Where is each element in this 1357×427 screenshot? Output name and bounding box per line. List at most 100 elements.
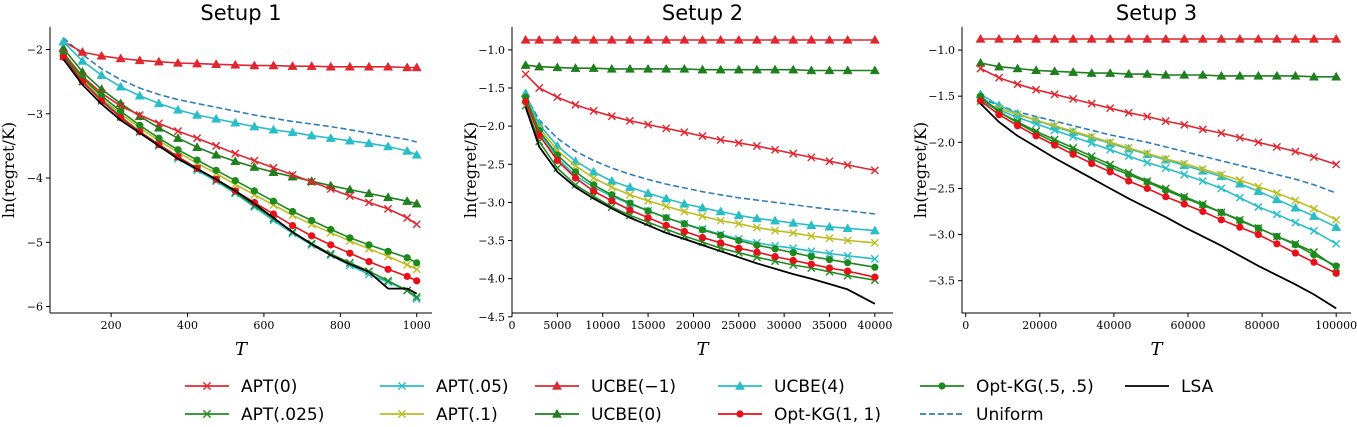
- data-point: [230, 59, 241, 69]
- data-point: [1331, 222, 1342, 231]
- data-point: [680, 128, 689, 137]
- data-point: [1162, 193, 1170, 201]
- data-point: [1013, 122, 1022, 130]
- legend-label: Uniform: [976, 405, 1044, 425]
- data-point: [1217, 129, 1226, 138]
- data-point: [534, 61, 545, 71]
- data-point: [1253, 33, 1264, 43]
- data-point: [680, 207, 689, 216]
- y-tick-label: −5: [27, 236, 43, 249]
- data-point: [521, 70, 530, 79]
- legend-item-ucbe-4: UCBE(4): [718, 377, 845, 397]
- data-point: [327, 241, 335, 249]
- data-point: [211, 113, 222, 123]
- x-tick-label: 10000: [585, 319, 620, 332]
- data-point: [402, 62, 413, 72]
- x-axis-label: T: [1150, 339, 1164, 360]
- data-point: [734, 138, 743, 148]
- data-point: [1331, 71, 1342, 81]
- data-point: [871, 273, 879, 281]
- x-tick-label: 600: [253, 319, 274, 332]
- data-point: [520, 60, 531, 69]
- subplot-1: Setup 1 200 400 600 800 1000 −6 −5 −4 −3 −2 Tln(reg…: [0, 1, 432, 360]
- data-point: [363, 61, 375, 71]
- data-point: [346, 234, 354, 242]
- data-point: [1234, 33, 1245, 43]
- data-point: [308, 232, 316, 240]
- data-point: [661, 34, 672, 44]
- data-point: [1087, 139, 1096, 148]
- data-point: [589, 192, 598, 201]
- data-point: [250, 187, 258, 195]
- data-point: [590, 181, 598, 189]
- data-point: [412, 292, 421, 302]
- data-point: [1068, 67, 1079, 76]
- data-point: [268, 124, 279, 134]
- data-point: [1290, 33, 1301, 43]
- data-point: [735, 244, 743, 252]
- y-tick-label: −1.0: [478, 44, 505, 57]
- data-point: [135, 110, 144, 120]
- data-point: [1216, 70, 1227, 80]
- data-point: [1180, 200, 1188, 208]
- data-point: [77, 46, 88, 56]
- data-point: [590, 187, 598, 195]
- data-point: [698, 212, 707, 221]
- y-tick-label: −3.0: [928, 229, 955, 242]
- series-ucbe-0: [520, 60, 880, 75]
- data-point: [1290, 70, 1301, 80]
- data-point: [1291, 218, 1300, 227]
- data-point: [384, 247, 392, 255]
- data-point: [1069, 150, 1077, 158]
- data-point: [807, 247, 816, 256]
- data-point: [1068, 33, 1079, 43]
- data-point: [734, 219, 743, 228]
- series-ucbe-4: [975, 89, 1342, 231]
- data-point: [1125, 171, 1133, 179]
- data-point: [172, 104, 184, 114]
- data-point: [1308, 71, 1319, 81]
- series-line: [62, 54, 418, 264]
- data-point: [753, 241, 761, 249]
- series-opt-kg-1-1: [976, 97, 1340, 277]
- data-point: [571, 174, 580, 182]
- data-point: [363, 188, 375, 198]
- data-point: [1199, 201, 1207, 209]
- data-point: [288, 170, 297, 179]
- data-point: [662, 214, 670, 222]
- data-point: [383, 204, 393, 213]
- series-lsa: [524, 106, 876, 305]
- data-point: [134, 55, 145, 65]
- data-point: [115, 81, 126, 91]
- data-point: [870, 254, 879, 263]
- data-point: [717, 239, 725, 247]
- series-line: [62, 55, 418, 298]
- series-opt-kg-1-1: [59, 53, 421, 285]
- y-tick-label: −2.5: [928, 182, 955, 195]
- data-point: [403, 272, 411, 280]
- series-apt-05: [976, 96, 1341, 248]
- data-point: [770, 64, 781, 74]
- chart-title: Setup 3: [1116, 1, 1197, 25]
- data-point: [173, 127, 183, 136]
- data-point: [115, 53, 126, 63]
- data-point: [825, 234, 834, 243]
- data-point: [1253, 70, 1264, 80]
- data-point: [825, 249, 834, 258]
- x-tick-label: 30000: [767, 319, 802, 332]
- data-point: [1124, 152, 1133, 161]
- data-point: [770, 226, 780, 235]
- legend-item-uniform: Uniform: [920, 405, 1044, 425]
- data-point: [403, 260, 412, 269]
- data-point: [153, 122, 164, 132]
- x-tick-label: 0: [509, 319, 516, 332]
- series-line: [525, 64, 875, 72]
- data-point: [1124, 108, 1133, 117]
- data-point: [383, 252, 393, 261]
- data-point: [1161, 117, 1170, 126]
- legend: APT(0) APT(.025) APT(.05) APT(.1) UCBE(−1) UC…: [185, 377, 1214, 425]
- legend-item-ucbe-1: UCBE(−1): [535, 377, 676, 397]
- data-point: [994, 73, 1004, 82]
- data-point: [403, 213, 412, 222]
